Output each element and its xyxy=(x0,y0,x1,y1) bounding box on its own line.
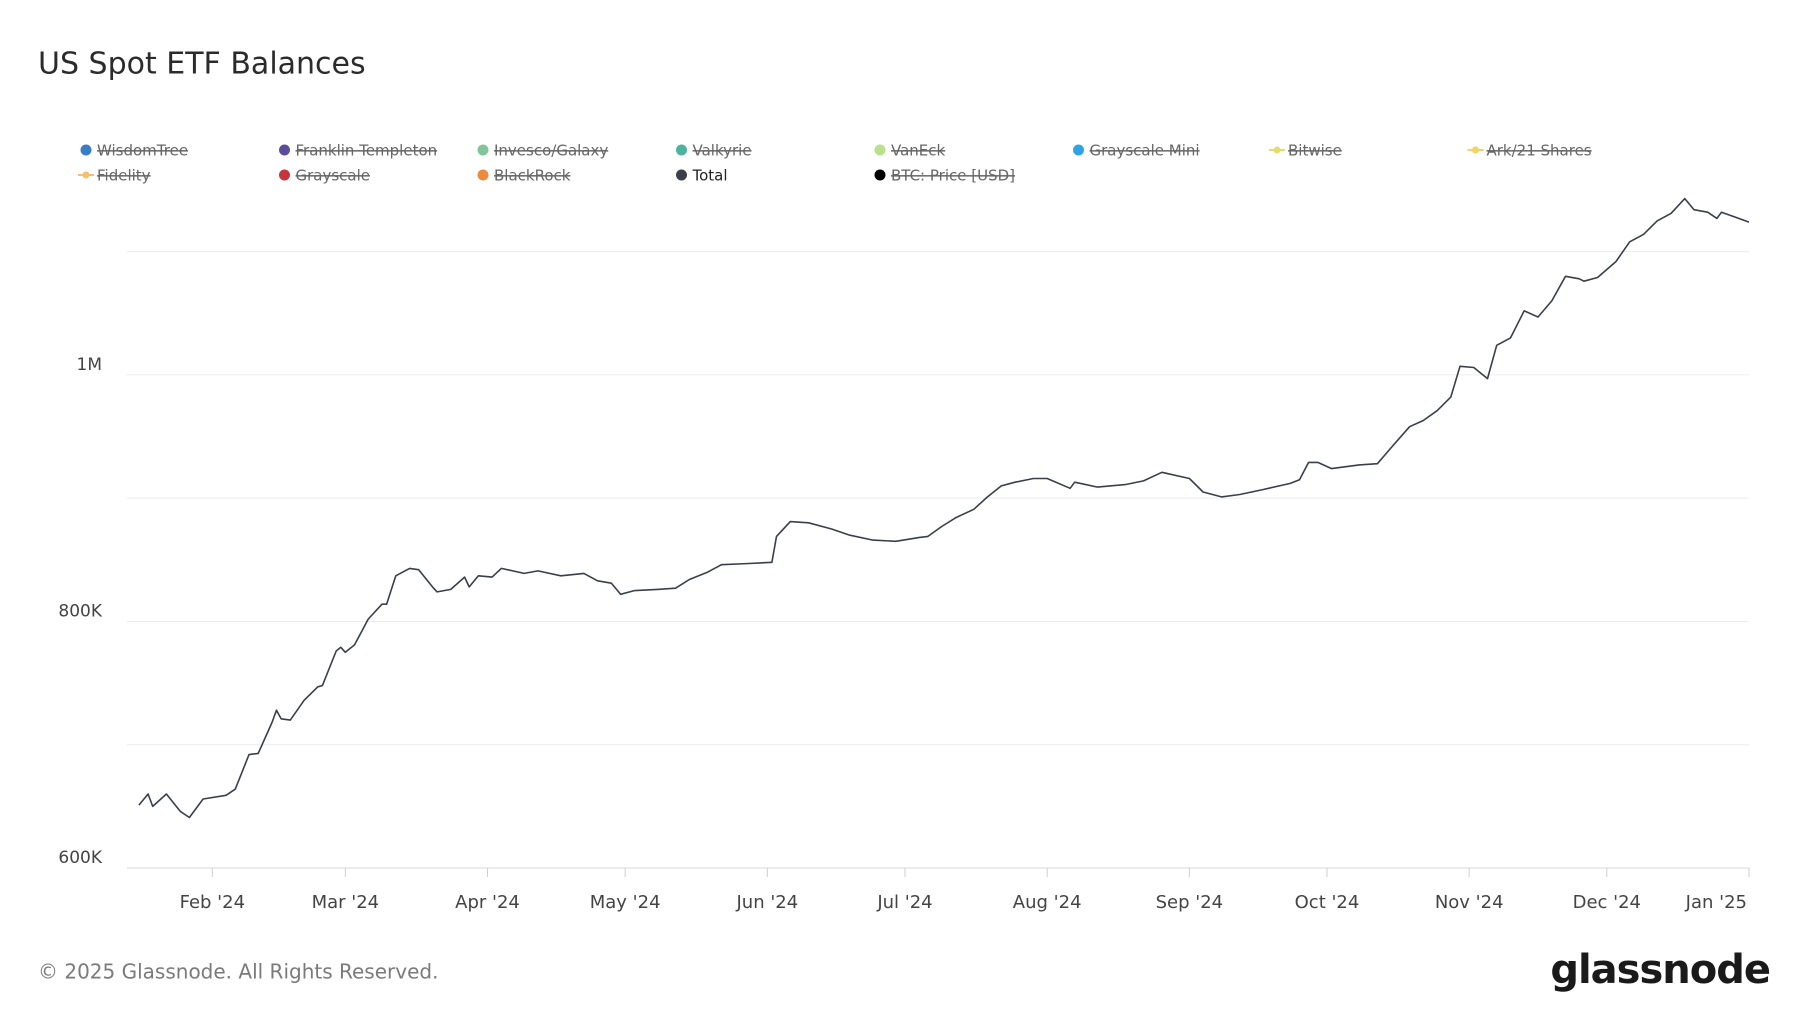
legend-marker xyxy=(874,169,886,181)
x-tick-label: Jun '24 xyxy=(736,892,799,913)
legend-marker xyxy=(874,144,886,156)
legend-marker xyxy=(279,169,290,181)
y-tick-label: 800K xyxy=(58,601,102,621)
legend-label[interactable]: Grayscale Mini xyxy=(1090,142,1200,160)
legend-label[interactable]: Valkyrie xyxy=(693,142,752,160)
legend-label[interactable]: Invesco/Galaxy xyxy=(494,142,608,160)
x-tick-label: Nov '24 xyxy=(1435,892,1504,913)
legend-marker xyxy=(1472,146,1479,154)
legend-marker xyxy=(1273,146,1281,154)
x-tick-label: Jan '25 xyxy=(1685,892,1747,913)
legend-marker xyxy=(279,144,290,156)
brand-logo: glassnode xyxy=(1550,947,1770,993)
legend-label[interactable]: WisdomTree xyxy=(97,142,188,160)
legend-marker xyxy=(676,144,687,156)
legend-label[interactable]: Franklin Templeton xyxy=(296,142,438,160)
legend-label[interactable]: VanEck xyxy=(891,142,946,160)
legend-label[interactable]: Fidelity xyxy=(97,167,151,185)
x-tick-label: Oct '24 xyxy=(1295,892,1360,913)
legend-marker xyxy=(80,144,92,156)
data-line xyxy=(138,197,1750,819)
x-tick-label: Apr '24 xyxy=(455,892,520,913)
legend-marker xyxy=(1073,144,1084,156)
chart-title: US Spot ETF Balances xyxy=(38,47,366,82)
x-tick-label: Mar '24 xyxy=(312,892,380,913)
footer: © 2025 Glassnode. All Rights Reserved. xyxy=(38,960,438,984)
x-tick-label: May '24 xyxy=(590,892,661,913)
legend-marker xyxy=(676,169,687,181)
x-tick-label: Aug '24 xyxy=(1013,892,1082,913)
x-tick-label: Sep '24 xyxy=(1156,892,1224,913)
legend-label[interactable]: Grayscale xyxy=(296,167,371,185)
legend-label[interactable]: Bitwise xyxy=(1288,142,1342,160)
y-tick-label: 1M xyxy=(77,355,102,375)
x-tick-label: Feb '24 xyxy=(180,892,245,913)
x-tick-label: Dec '24 xyxy=(1573,892,1641,913)
y-tick-label: 600K xyxy=(58,848,102,868)
legend-label[interactable]: Total xyxy=(692,167,728,185)
legend-marker xyxy=(477,144,489,156)
legend-label[interactable]: BlackRock xyxy=(494,167,571,185)
legend-marker xyxy=(82,171,90,179)
legend-label[interactable]: BTC: Price [USD] xyxy=(891,167,1015,185)
legend-marker xyxy=(477,169,489,181)
x-tick-label: Jul '24 xyxy=(876,892,932,913)
legend-label[interactable]: Ark/21 Shares xyxy=(1487,142,1592,160)
